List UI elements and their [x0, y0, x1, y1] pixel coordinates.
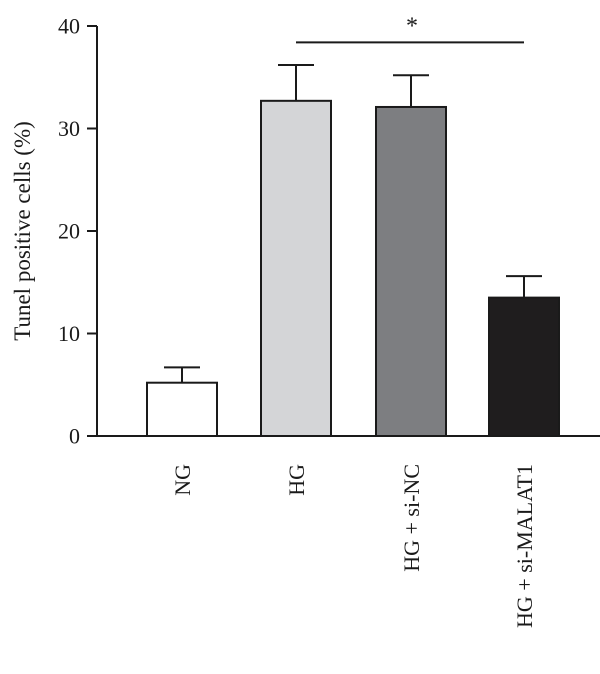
x-tick-label: HG + si-NC — [399, 464, 424, 572]
x-tick-label: HG — [284, 464, 309, 496]
y-ticks: 0 10 20 30 40 — [58, 14, 97, 449]
x-tick-label: NG — [170, 464, 195, 496]
bars — [146, 99, 560, 438]
plot-area: 0 10 20 30 40 NG HG HG + si-NC HG + si-MALAT1 * — [58, 13, 600, 628]
y-axis-title: Tunel positive cells (%) — [10, 121, 35, 341]
y-tick-label: 0 — [69, 424, 80, 449]
x-tick-labels: NG HG HG + si-NC HG + si-MALAT1 — [170, 464, 537, 628]
bar — [146, 381, 218, 438]
y-tick-label: 30 — [58, 116, 80, 141]
error-bars — [164, 63, 542, 383]
y-tick-label: 40 — [58, 14, 80, 39]
significance-label: * — [406, 13, 418, 39]
bar — [488, 296, 560, 437]
bar — [375, 105, 447, 437]
significance-bracket: * — [296, 13, 524, 44]
y-tick-label: 10 — [58, 321, 80, 346]
y-tick-label: 20 — [58, 219, 80, 244]
x-tick-label: HG + si-MALAT1 — [512, 464, 537, 628]
bar — [260, 99, 332, 437]
